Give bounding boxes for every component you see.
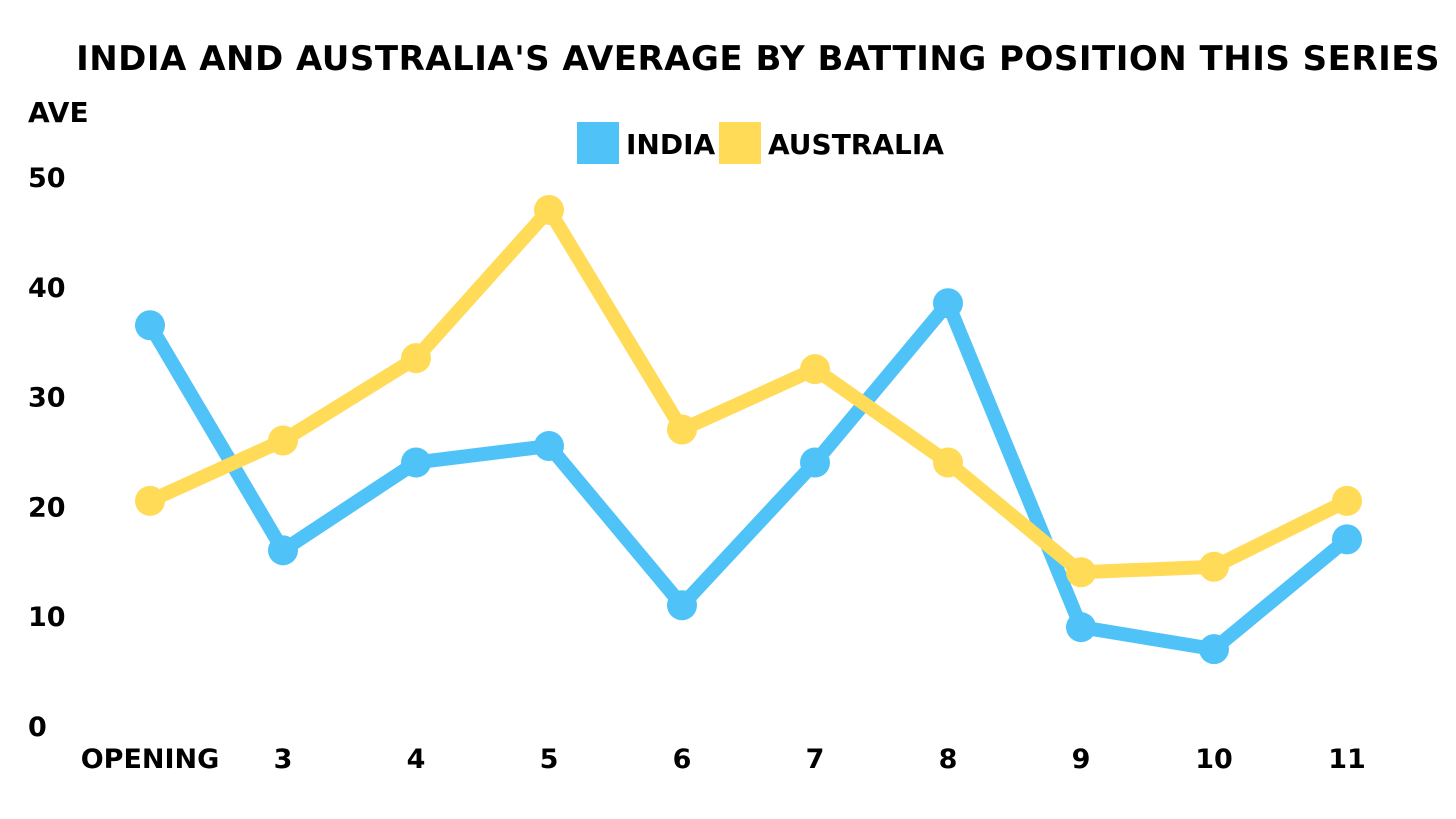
- x-axis-ticks: OPENING 3 4 5 6 7 8 9 10 11: [81, 744, 1366, 775]
- x-tick-label: 7: [806, 744, 825, 775]
- data-point-india: [534, 431, 564, 462]
- data-point-australia: [933, 447, 963, 478]
- y-tick-label: 50: [28, 163, 66, 194]
- x-tick-label: 8: [939, 744, 958, 775]
- data-point-india: [1199, 634, 1229, 665]
- series-line-australia: [143, 202, 1354, 580]
- data-point-australia: [800, 354, 830, 385]
- data-point-india: [135, 310, 165, 341]
- series-group: [135, 194, 1362, 665]
- data-point-australia: [401, 343, 431, 374]
- x-tick-label: 3: [274, 744, 293, 775]
- data-point-australia: [1066, 557, 1096, 588]
- x-tick-label: OPENING: [81, 744, 220, 775]
- data-point-australia: [268, 425, 298, 456]
- y-tick-label: 20: [28, 492, 66, 523]
- data-point-india: [1332, 524, 1362, 555]
- x-tick-label: 5: [540, 744, 559, 775]
- series-india: [135, 288, 1362, 665]
- data-point-india: [1066, 612, 1096, 643]
- legend: INDIA AUSTRALIA: [577, 122, 944, 164]
- series-australia: [135, 194, 1362, 588]
- data-point-india: [933, 288, 963, 319]
- x-tick-label: 11: [1328, 744, 1366, 775]
- legend-label-australia: AUSTRALIA: [768, 128, 944, 161]
- data-point-australia: [534, 194, 564, 225]
- data-point-australia: [135, 485, 165, 516]
- y-tick-label: 30: [28, 383, 66, 414]
- x-tick-label: 10: [1195, 744, 1233, 775]
- series-line-india: [143, 296, 1354, 657]
- y-tick-label: 40: [28, 273, 66, 304]
- x-tick-label: 4: [407, 744, 426, 775]
- data-point-australia: [667, 414, 697, 445]
- data-point-australia: [1332, 485, 1362, 516]
- x-tick-label: 6: [673, 744, 692, 775]
- x-tick-label: 9: [1072, 744, 1091, 775]
- y-axis-label: AVE: [28, 96, 89, 129]
- data-point-india: [268, 535, 298, 566]
- y-tick-label: 0: [28, 712, 47, 743]
- data-point-india: [800, 447, 830, 478]
- data-point-india: [667, 590, 697, 621]
- data-point-india: [401, 447, 431, 478]
- y-tick-label: 10: [28, 602, 66, 633]
- chart-title: INDIA AND AUSTRALIA'S AVERAGE BY BATTING…: [76, 39, 1440, 79]
- y-axis-ticks: 0 10 20 30 40 50: [28, 163, 66, 743]
- legend-swatch-australia: [719, 122, 761, 164]
- legend-label-india: INDIA: [626, 128, 716, 161]
- legend-swatch-india: [577, 122, 619, 164]
- data-point-australia: [1199, 551, 1229, 582]
